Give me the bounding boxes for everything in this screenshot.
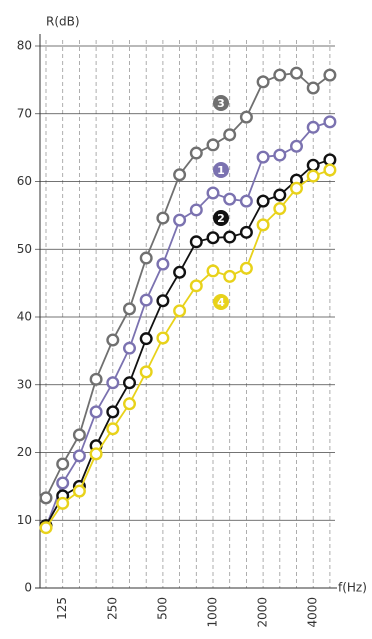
point	[139, 251, 153, 265]
series-line	[45, 169, 331, 529]
y-tick-label: 40	[17, 310, 32, 324]
point	[72, 484, 86, 498]
legend-label: 2	[217, 212, 225, 225]
x-axis-label: f(Hz)	[338, 581, 367, 595]
point	[89, 405, 103, 419]
point	[89, 447, 103, 461]
y-tick-label: 20	[17, 445, 32, 459]
point	[122, 302, 136, 316]
point	[323, 115, 337, 129]
point	[239, 225, 253, 239]
point	[156, 211, 170, 225]
point	[139, 293, 153, 307]
point	[106, 422, 120, 436]
series-badge	[213, 210, 229, 226]
point	[223, 269, 237, 283]
series-badge	[213, 95, 229, 111]
point	[189, 235, 203, 249]
point	[122, 376, 136, 390]
point	[256, 194, 270, 208]
point	[306, 169, 320, 183]
point	[56, 496, 70, 510]
point	[156, 331, 170, 345]
point	[306, 81, 320, 95]
point	[273, 202, 287, 216]
point	[239, 110, 253, 124]
x-tick-label: 500	[155, 597, 169, 620]
point	[273, 188, 287, 202]
y-tick-label: 60	[17, 174, 32, 188]
point	[156, 257, 170, 271]
series-badge	[213, 162, 229, 178]
point	[273, 68, 287, 82]
point	[106, 405, 120, 419]
legend-label: 3	[217, 97, 225, 110]
point	[56, 476, 70, 490]
point	[139, 365, 153, 379]
point	[290, 66, 304, 80]
point	[206, 231, 220, 245]
point	[173, 168, 187, 182]
point	[323, 68, 337, 82]
x-tick-label: 4000	[306, 597, 320, 628]
y-tick-label: 50	[17, 242, 32, 256]
y-axis-label: R(dB)	[46, 15, 80, 29]
y-tick-label: 10	[17, 513, 32, 527]
x-tick-label: 250	[105, 597, 119, 620]
point	[206, 138, 220, 152]
x-tick-label: 2000	[256, 597, 270, 628]
point	[273, 148, 287, 162]
point	[106, 333, 120, 347]
point	[72, 449, 86, 463]
point	[173, 304, 187, 318]
point	[256, 150, 270, 164]
point	[139, 332, 153, 346]
point	[39, 521, 53, 535]
point	[122, 341, 136, 355]
point	[189, 146, 203, 160]
point	[290, 181, 304, 195]
y-tick-label: 30	[17, 377, 32, 391]
point	[173, 265, 187, 279]
point	[156, 294, 170, 308]
point	[72, 428, 86, 442]
point	[106, 376, 120, 390]
point	[89, 372, 103, 386]
y-tick-label: 70	[17, 106, 32, 120]
series-badge	[213, 294, 229, 310]
y-tick-label: 80	[17, 39, 32, 53]
point	[122, 397, 136, 411]
point	[290, 139, 304, 153]
legend-label: 1	[217, 164, 225, 177]
point	[39, 491, 53, 505]
point	[189, 279, 203, 293]
legend-label: 4	[217, 296, 225, 309]
point	[56, 457, 70, 471]
point	[206, 264, 220, 278]
point	[206, 186, 220, 200]
point	[306, 120, 320, 134]
point	[306, 158, 320, 172]
point	[239, 194, 253, 208]
point	[256, 75, 270, 89]
point	[256, 218, 270, 232]
point	[173, 213, 187, 227]
x-tick-label: 125	[55, 597, 69, 620]
point	[323, 163, 337, 177]
point	[223, 192, 237, 206]
point	[223, 230, 237, 244]
point	[189, 203, 203, 217]
point	[239, 261, 253, 275]
point	[223, 128, 237, 142]
y-tick-label: 0	[24, 581, 32, 595]
x-tick-label: 1000	[206, 597, 220, 628]
